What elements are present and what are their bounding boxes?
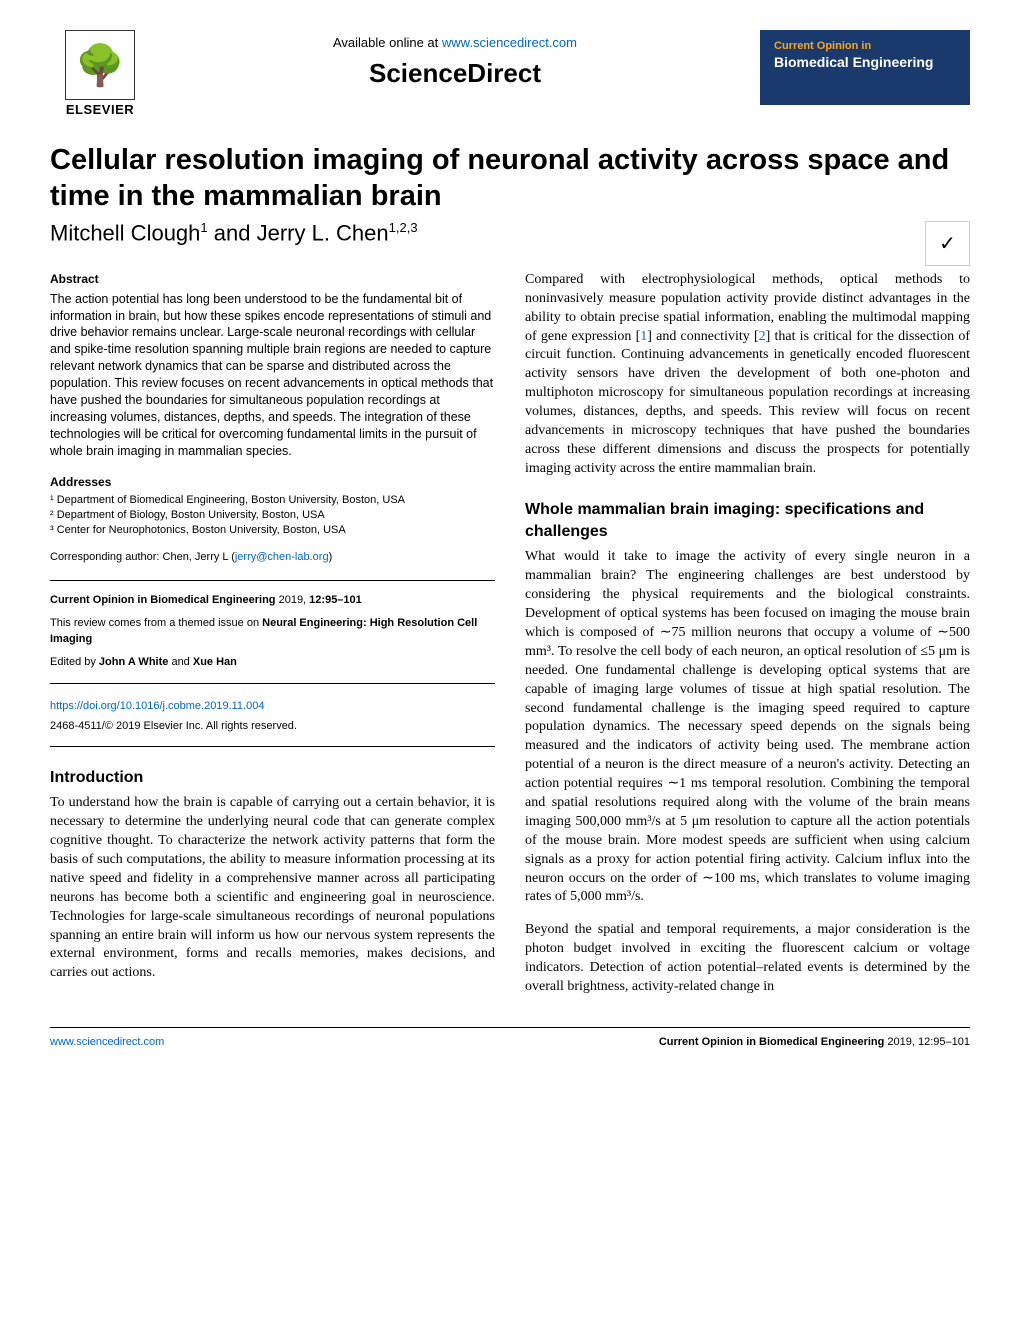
right-column: Compared with electrophysiological metho… (525, 271, 970, 997)
editor-1: John A White (99, 656, 168, 668)
journal-badge: Current Opinion in Biomedical Engineerin… (760, 30, 970, 105)
citation-journal: Current Opinion in Biomedical Engineerin… (50, 594, 276, 606)
themed-prefix: This review comes from a themed issue on (50, 617, 262, 629)
themed-issue-line: This review comes from a themed issue on… (50, 616, 495, 647)
col2-para1c: ] that is critical for the dissection of… (525, 329, 970, 476)
sciencedirect-logo-text: ScienceDirect (165, 58, 745, 89)
specs-section-heading: Whole mammalian brain imaging: specifica… (525, 499, 970, 544)
corresponding-close: ) (329, 551, 333, 563)
divider-mid (50, 683, 495, 684)
author-2-name: Jerry L. Chen (257, 220, 389, 245)
article-title: Cellular resolution imaging of neuronal … (50, 142, 970, 215)
available-prefix: Available online at (333, 35, 442, 50)
citation-journal-line: Current Opinion in Biomedical Engineerin… (50, 593, 495, 608)
authors-line: Mitchell Clough1 and Jerry L. Chen1,2,3 (50, 220, 970, 246)
address-2: ² Department of Biology, Boston Universi… (50, 508, 495, 523)
footer-journal: Current Opinion in Biomedical Engineerin… (659, 1036, 885, 1048)
address-3: ³ Center for Neurophotonics, Boston Univ… (50, 523, 495, 538)
journal-line1: Current Opinion in (774, 40, 956, 52)
doi-link[interactable]: https://doi.org/10.1016/j.cobme.2019.11.… (50, 700, 264, 712)
crossmark-icon[interactable]: ✓ (925, 221, 970, 266)
col2-para1b: ] and connectivity [ (647, 329, 758, 344)
left-column: Abstract The action potential has long b… (50, 271, 495, 997)
abstract-text: The action potential has long been under… (50, 291, 495, 460)
sciencedirect-url-link[interactable]: www.sciencedirect.com (442, 35, 577, 50)
edited-prefix: Edited by (50, 656, 99, 668)
footer-pages: 2019, 12:95–101 (884, 1036, 970, 1048)
introduction-text: To understand how the brain is capable o… (50, 794, 495, 983)
two-column-layout: Abstract The action potential has long b… (50, 271, 970, 997)
authors-and: and (208, 220, 257, 245)
page-footer: www.sciencedirect.com Current Opinion in… (50, 1027, 970, 1048)
address-1: ¹ Department of Biomedical Engineering, … (50, 493, 495, 508)
corresponding-email-link[interactable]: jerry@chen-lab.org (235, 551, 329, 563)
editor-2: Xue Han (193, 656, 237, 668)
copyright-text: 2468-4511/© 2019 Elsevier Inc. All right… (50, 719, 495, 734)
page-header: 🌳 ELSEVIER Available online at www.scien… (50, 30, 970, 117)
citation-year: 2019, (276, 594, 310, 606)
journal-line2: Biomedical Engineering (774, 54, 956, 70)
col2-para2: What would it take to image the activity… (525, 548, 970, 907)
divider-top (50, 580, 495, 581)
col2-para1: Compared with electrophysiological metho… (525, 271, 970, 479)
author-1-affil: 1 (200, 220, 207, 235)
footer-left-link[interactable]: www.sciencedirect.com (50, 1036, 164, 1048)
elsevier-label: ELSEVIER (66, 102, 134, 117)
available-online-text: Available online at www.sciencedirect.co… (165, 35, 745, 50)
citation-block: Current Opinion in Biomedical Engineerin… (50, 593, 495, 671)
addresses-heading: Addresses (50, 474, 495, 491)
editors-and: and (168, 656, 192, 668)
introduction-heading: Introduction (50, 767, 495, 789)
col2-para3: Beyond the spatial and temporal requirem… (525, 921, 970, 997)
divider-bottom (50, 746, 495, 747)
edited-by-line: Edited by John A White and Xue Han (50, 655, 495, 670)
citation-pages: 12:95–101 (309, 594, 362, 606)
ref-link-2[interactable]: 2 (759, 329, 766, 344)
abstract-heading: Abstract (50, 271, 495, 288)
author-2-affil: 1,2,3 (389, 220, 418, 235)
author-1-name: Mitchell Clough (50, 220, 200, 245)
elsevier-tree-icon: 🌳 (65, 30, 135, 100)
corresponding-prefix: Corresponding author: Chen, Jerry L ( (50, 551, 235, 563)
corresponding-author: Corresponding author: Chen, Jerry L (jer… (50, 550, 495, 565)
footer-right: Current Opinion in Biomedical Engineerin… (659, 1036, 970, 1048)
elsevier-logo-block: 🌳 ELSEVIER (50, 30, 150, 117)
header-center: Available online at www.sciencedirect.co… (165, 30, 745, 89)
